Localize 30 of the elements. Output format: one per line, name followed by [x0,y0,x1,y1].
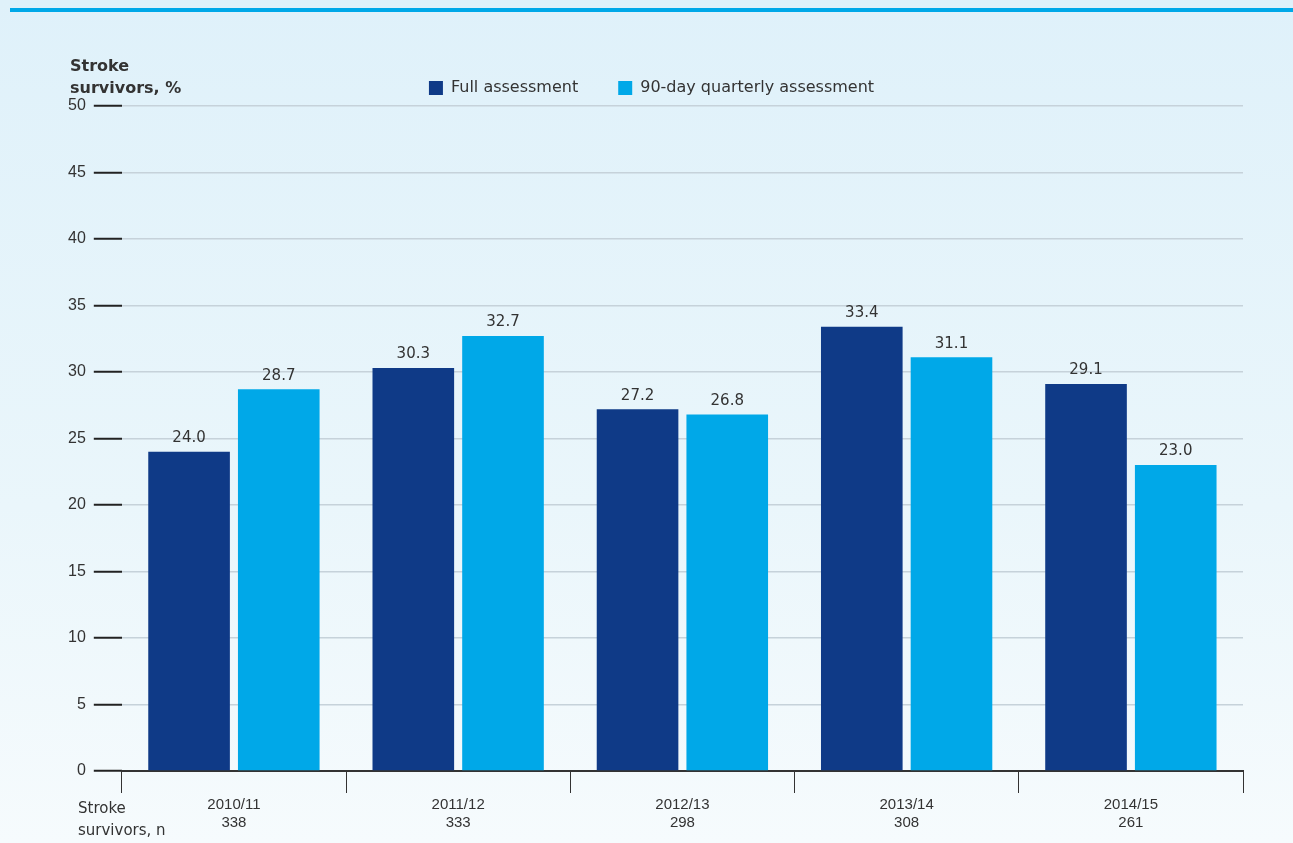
x-tick-label: 2014/15 261 [1103,795,1158,831]
x-tick-label: 2012/13 298 [655,795,710,831]
data-label: 30.3 [396,344,431,363]
data-label: 33.4 [845,303,879,322]
y-tick-label: 20 [68,495,86,513]
y-tick-label: 50 [68,96,86,114]
y-tick-label: 35 [68,295,86,313]
data-label: 24.0 [172,428,206,447]
data-label: 31.1 [934,333,969,352]
x-tick-label: 2010/11 338 [207,795,261,831]
legend-label: 90-day quarterly assessment [640,77,875,97]
y-tick-label: 5 [76,694,86,712]
data-label: 26.8 [710,390,744,409]
y-axis-title: Stroke survivors, % [70,55,182,98]
y-tick-label: 40 [68,229,86,247]
y-tick-label: 0 [76,761,86,779]
data-label: 27.2 [620,385,655,404]
data-label: 28.7 [262,365,296,384]
data-label: 29.1 [1069,360,1103,379]
y-tick-label: 30 [68,362,86,380]
legend-label: Full assessment [450,77,579,97]
x-tick-label: 2011/12 333 [431,795,485,831]
y-tick-label: 45 [68,162,86,180]
text: Stroke survivors, n [78,798,167,841]
data-label: 32.7 [486,312,520,331]
y-tick-label: 25 [68,428,86,446]
y-tick-label: 10 [68,628,86,646]
y-tick-label: 15 [68,561,86,579]
data-label: 23.0 [1159,441,1193,460]
x-tick-label: 2013/14 308 [879,795,934,831]
